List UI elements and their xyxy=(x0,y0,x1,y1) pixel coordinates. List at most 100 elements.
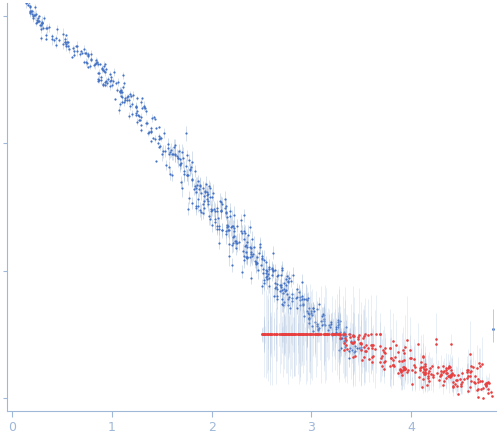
Point xyxy=(59,30,67,37)
Point xyxy=(123,97,131,104)
Point xyxy=(192,202,200,209)
Point xyxy=(262,273,270,280)
Point xyxy=(283,278,291,285)
Point xyxy=(411,369,419,376)
Point xyxy=(230,232,238,239)
Point xyxy=(397,368,405,375)
Point xyxy=(59,41,67,48)
Point xyxy=(243,254,251,261)
Point xyxy=(224,227,232,234)
Point xyxy=(296,331,304,338)
Point xyxy=(309,305,317,312)
Point xyxy=(53,26,61,33)
Point xyxy=(166,170,174,177)
Point xyxy=(204,197,212,204)
Point xyxy=(427,371,435,378)
Point xyxy=(421,369,429,376)
Point xyxy=(38,20,46,27)
Point xyxy=(259,331,267,338)
Point xyxy=(217,208,225,215)
Point xyxy=(214,208,222,215)
Point xyxy=(194,177,202,184)
Point xyxy=(229,239,237,246)
Point xyxy=(132,103,140,110)
Point xyxy=(400,366,408,373)
Point xyxy=(222,231,230,238)
Point xyxy=(387,354,395,361)
Point xyxy=(368,344,376,351)
Point xyxy=(318,321,326,328)
Point xyxy=(479,385,487,392)
Point xyxy=(437,371,445,378)
Point xyxy=(372,331,380,338)
Point xyxy=(473,387,481,394)
Point xyxy=(126,90,134,97)
Point xyxy=(342,324,350,331)
Point xyxy=(424,373,432,380)
Point xyxy=(176,162,184,169)
Point xyxy=(232,239,240,246)
Point xyxy=(303,331,311,338)
Point xyxy=(391,353,399,360)
Point xyxy=(167,146,175,153)
Point xyxy=(448,371,456,378)
Point xyxy=(127,92,135,99)
Point xyxy=(29,12,37,19)
Point xyxy=(250,244,258,251)
Point xyxy=(149,135,157,142)
Point xyxy=(278,265,286,272)
Point xyxy=(400,347,408,354)
Point xyxy=(442,375,450,382)
Point xyxy=(407,355,415,362)
Point xyxy=(452,377,460,384)
Point xyxy=(432,341,440,348)
Point xyxy=(156,135,164,142)
Point xyxy=(422,366,430,373)
Point xyxy=(147,128,155,135)
Point xyxy=(218,207,226,214)
Point xyxy=(331,331,339,338)
Point xyxy=(105,83,113,90)
Point xyxy=(269,249,277,256)
Point xyxy=(25,0,33,6)
Point xyxy=(350,332,358,339)
Point xyxy=(365,356,373,363)
Point xyxy=(268,272,276,279)
Point xyxy=(284,301,292,308)
Point xyxy=(469,363,477,370)
Point xyxy=(389,361,397,368)
Point xyxy=(283,291,291,298)
Point xyxy=(287,297,295,304)
Point xyxy=(305,331,313,338)
Point xyxy=(380,358,388,365)
Point xyxy=(341,333,349,340)
Point xyxy=(332,328,340,335)
Point xyxy=(350,338,358,345)
Point xyxy=(101,69,109,76)
Point xyxy=(436,372,444,379)
Point xyxy=(225,226,233,233)
Point xyxy=(101,79,109,86)
Point xyxy=(253,267,261,274)
Point xyxy=(225,253,233,260)
Point xyxy=(399,367,407,374)
Point xyxy=(448,370,456,377)
Point xyxy=(433,369,441,376)
Point xyxy=(274,271,282,278)
Point xyxy=(192,185,200,192)
Point xyxy=(419,375,427,382)
Point xyxy=(328,331,336,338)
Point xyxy=(30,12,38,19)
Point xyxy=(192,188,200,195)
Point xyxy=(295,331,303,338)
Point xyxy=(171,150,179,157)
Point xyxy=(264,270,272,277)
Point xyxy=(165,164,173,171)
Point xyxy=(27,7,35,14)
Point xyxy=(419,368,427,375)
Point xyxy=(309,328,317,335)
Point xyxy=(201,188,209,195)
Point xyxy=(278,286,286,293)
Point xyxy=(259,257,267,264)
Point xyxy=(322,331,330,338)
